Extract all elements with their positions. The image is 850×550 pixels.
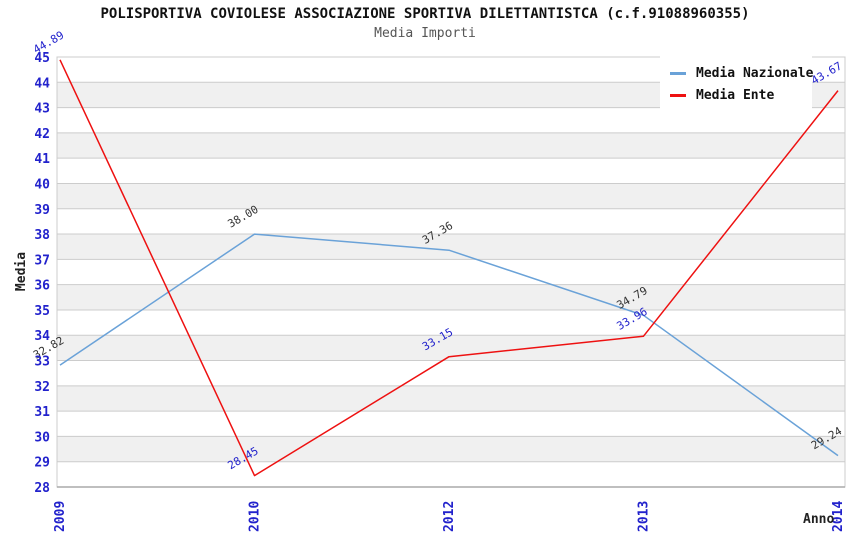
y-tick-label: 42: [34, 127, 50, 142]
y-tick-label: 31: [34, 405, 50, 420]
chart-subtitle: Media Importi: [374, 26, 476, 41]
x-tick-label: 2014: [831, 501, 846, 532]
x-tick-label: 2012: [442, 501, 457, 532]
y-tick-label: 36: [34, 279, 50, 294]
y-tick-label: 45: [34, 51, 50, 66]
plot-stripe: [57, 183, 845, 209]
y-axis-title: Media: [14, 251, 30, 292]
y-tick-label: 33: [34, 355, 50, 370]
y-tick-label: 35: [34, 304, 50, 319]
x-tick-label: 2010: [248, 501, 263, 532]
plot-stripe: [57, 132, 845, 159]
y-tick-label: 39: [34, 203, 50, 218]
x-tick-label: 2009: [53, 501, 68, 532]
x-axis-title: Anno: [803, 512, 835, 527]
legend-item-media-nazionale: Media Nazionale: [670, 62, 813, 84]
plot-stripe: [57, 385, 845, 412]
chart-title: POLISPORTIVA COVIOLESE ASSOCIAZIONE SPOR…: [100, 6, 750, 22]
y-tick-label: 28: [34, 481, 50, 496]
y-tick-label: 30: [34, 430, 50, 445]
y-tick-label: 37: [34, 253, 50, 268]
series-line-media-ente: [59, 59, 839, 477]
legend-label: Media Nazionale: [696, 65, 814, 81]
y-tick-label: 29: [34, 456, 50, 471]
legend-label: Media Ente: [696, 87, 775, 103]
legend-item-media-ente: Media Ente: [670, 84, 806, 106]
y-tick-label: 34: [34, 329, 50, 344]
legend: Media Nazionale Media Ente: [660, 56, 813, 112]
plot-border: [56, 56, 846, 488]
media-ente-line-swatch-icon: [670, 93, 686, 97]
y-tick-label: 41: [34, 152, 50, 167]
y-tick-label: 40: [34, 177, 50, 192]
series-line-media-nazionale: [59, 233, 839, 457]
plot-stripe: [57, 436, 845, 462]
y-tick-label: 32: [34, 380, 50, 395]
plot-stripe: [57, 234, 845, 260]
y-tick-label: 38: [34, 228, 50, 243]
media-nazionale-line-swatch-icon: [670, 71, 686, 75]
y-tick-label: 44: [34, 76, 50, 91]
x-tick-label: 2013: [637, 501, 652, 532]
plot-stripe: [57, 284, 845, 310]
y-tick-label: 43: [34, 102, 50, 117]
